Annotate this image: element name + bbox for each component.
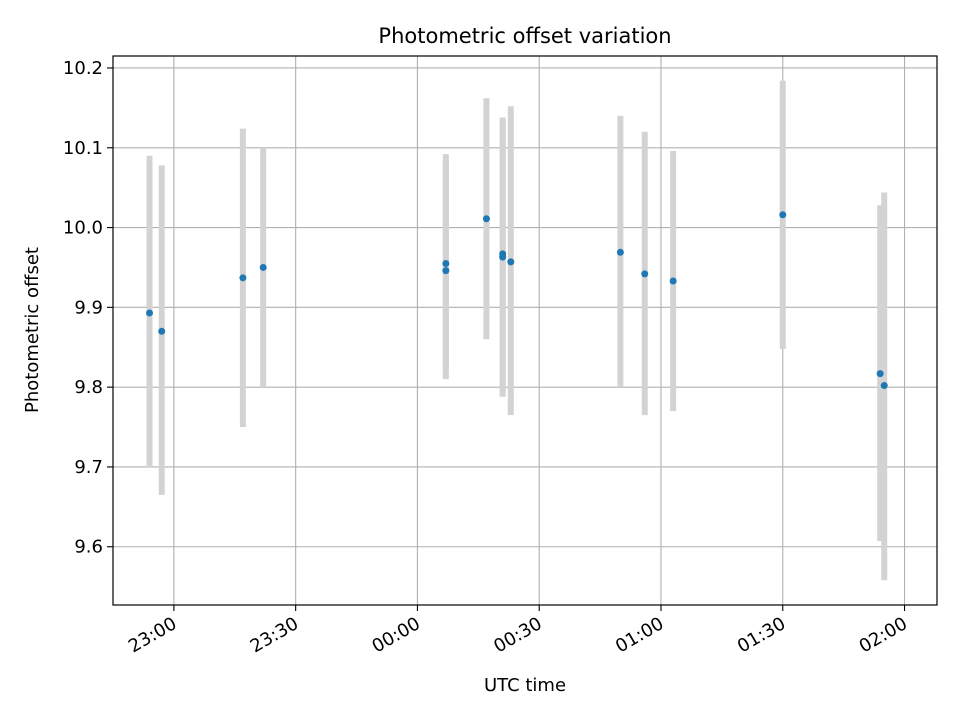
data-point [239, 274, 247, 282]
data-point [616, 248, 624, 256]
plot-frame [112, 55, 938, 606]
x-tick-label: 02:00 [856, 613, 911, 657]
data-point [482, 215, 490, 223]
data-point [876, 370, 884, 378]
data-point [259, 263, 267, 271]
x-tick-label: 00:30 [490, 613, 545, 657]
x-tick-label: 23:00 [125, 613, 180, 657]
y-axis: 9.6 9.7 9.8 9.9 10.0 10.1 10.2 [63, 58, 113, 558]
data-points [146, 211, 888, 390]
data-point [880, 382, 888, 390]
y-tick-label: 10.1 [63, 138, 103, 159]
x-tick-label: 00:00 [369, 613, 424, 657]
data-point [442, 267, 450, 275]
data-point [499, 250, 507, 258]
y-tick-label: 9.8 [74, 377, 103, 398]
x-tick-label: 01:30 [734, 613, 789, 657]
error-bars [146, 80, 888, 581]
y-tick-label: 9.6 [74, 537, 103, 558]
data-point [507, 258, 515, 266]
grid [113, 56, 937, 605]
x-axis: 23:00 23:30 00:00 00:30 01:00 01:30 02:00 [125, 605, 911, 657]
y-tick-label: 10.2 [63, 58, 103, 79]
data-point [158, 327, 166, 335]
y-axis-label: Photometric offset [22, 247, 43, 413]
data-point [669, 277, 677, 285]
x-tick-label: 23:30 [247, 613, 302, 657]
chart-title: Photometric offset variation [378, 24, 671, 48]
y-tick-label: 9.9 [74, 297, 103, 318]
data-point [146, 309, 154, 317]
data-point [641, 270, 649, 278]
data-point [442, 259, 450, 267]
data-point [779, 211, 787, 219]
y-tick-label: 9.7 [74, 457, 103, 478]
x-axis-label: UTC time [484, 675, 566, 696]
x-tick-label: 01:00 [612, 613, 667, 657]
y-tick-label: 10.0 [63, 218, 103, 239]
